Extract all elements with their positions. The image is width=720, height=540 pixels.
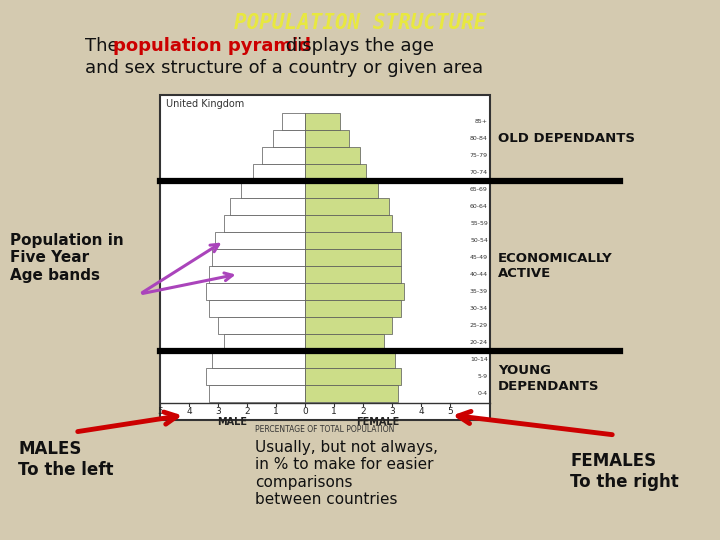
Bar bbox=[261, 147, 305, 164]
Bar bbox=[207, 284, 305, 300]
Text: 4: 4 bbox=[186, 407, 192, 416]
Bar bbox=[305, 113, 340, 130]
Bar bbox=[305, 266, 401, 282]
Text: 1: 1 bbox=[274, 407, 279, 416]
Bar bbox=[305, 215, 392, 232]
Bar bbox=[210, 300, 305, 316]
Text: 5: 5 bbox=[157, 407, 163, 416]
Bar bbox=[207, 368, 305, 384]
Text: displays the age: displays the age bbox=[280, 37, 434, 55]
Bar bbox=[305, 284, 404, 300]
Text: 35-39: 35-39 bbox=[470, 289, 488, 294]
Text: MALES
To the left: MALES To the left bbox=[18, 440, 114, 479]
Text: population pyramid: population pyramid bbox=[113, 37, 311, 55]
Bar bbox=[305, 318, 392, 334]
Text: 2: 2 bbox=[361, 407, 366, 416]
Text: 5: 5 bbox=[448, 407, 454, 416]
Text: 45-49: 45-49 bbox=[470, 255, 488, 260]
Text: 80-84: 80-84 bbox=[470, 136, 488, 141]
Text: 30-34: 30-34 bbox=[470, 306, 488, 311]
Bar bbox=[212, 249, 305, 266]
Text: PERCENTAGE OF TOTAL POPULATION: PERCENTAGE OF TOTAL POPULATION bbox=[256, 425, 395, 434]
Bar bbox=[212, 352, 305, 368]
Text: 25-29: 25-29 bbox=[470, 323, 488, 328]
Bar bbox=[224, 215, 305, 232]
Bar bbox=[241, 181, 305, 198]
Bar bbox=[305, 386, 398, 402]
Text: YOUNG
DEPENDANTS: YOUNG DEPENDANTS bbox=[498, 364, 600, 393]
Text: 65-69: 65-69 bbox=[470, 187, 488, 192]
Text: 2: 2 bbox=[244, 407, 250, 416]
Bar bbox=[305, 147, 361, 164]
Text: POPULATION STRUCTURE: POPULATION STRUCTURE bbox=[234, 13, 486, 33]
Text: United Kingdom: United Kingdom bbox=[166, 99, 244, 109]
Text: 20-24: 20-24 bbox=[470, 340, 488, 345]
Text: 50-54: 50-54 bbox=[470, 238, 488, 243]
Bar bbox=[218, 318, 305, 334]
Text: 4: 4 bbox=[418, 407, 424, 416]
Bar bbox=[305, 352, 395, 368]
Text: OLD DEPENDANTS: OLD DEPENDANTS bbox=[498, 132, 635, 145]
Text: 55-59: 55-59 bbox=[470, 221, 488, 226]
Text: 0: 0 bbox=[302, 407, 308, 416]
Text: FEMALES
To the right: FEMALES To the right bbox=[570, 452, 679, 491]
Text: 5-9: 5-9 bbox=[478, 374, 488, 379]
Text: 40-44: 40-44 bbox=[470, 272, 488, 277]
Bar bbox=[210, 266, 305, 282]
Bar bbox=[305, 368, 401, 384]
Text: 75-79: 75-79 bbox=[470, 153, 488, 158]
Bar bbox=[305, 130, 348, 146]
Text: MALE: MALE bbox=[217, 417, 248, 427]
Text: Usually, but not always,
in % to make for easier
comparisons
between countries: Usually, but not always, in % to make fo… bbox=[255, 440, 438, 507]
Text: ECONOMICALLY
ACTIVE: ECONOMICALLY ACTIVE bbox=[498, 252, 613, 280]
Bar bbox=[160, 95, 490, 420]
Text: 10-14: 10-14 bbox=[470, 357, 488, 362]
Text: 60-64: 60-64 bbox=[470, 204, 488, 209]
Text: 70-74: 70-74 bbox=[470, 170, 488, 175]
Text: 85+: 85+ bbox=[475, 119, 488, 124]
Text: 0-4: 0-4 bbox=[478, 391, 488, 396]
Bar bbox=[305, 198, 390, 214]
Bar bbox=[253, 164, 305, 180]
Bar bbox=[305, 232, 401, 248]
Bar bbox=[274, 130, 305, 146]
Text: 3: 3 bbox=[390, 407, 395, 416]
Text: 3: 3 bbox=[215, 407, 221, 416]
Text: 1: 1 bbox=[331, 407, 337, 416]
Bar bbox=[305, 249, 401, 266]
Text: Population in
Five Year
Age bands: Population in Five Year Age bands bbox=[10, 233, 124, 283]
Text: and sex structure of a country or given area: and sex structure of a country or given … bbox=[85, 59, 483, 77]
Bar bbox=[305, 181, 378, 198]
Bar bbox=[210, 386, 305, 402]
Bar bbox=[282, 113, 305, 130]
Bar bbox=[305, 300, 401, 316]
Text: FEMALE: FEMALE bbox=[356, 417, 400, 427]
Bar bbox=[224, 334, 305, 350]
Bar bbox=[230, 198, 305, 214]
Bar bbox=[215, 232, 305, 248]
Text: The: The bbox=[85, 37, 125, 55]
Bar bbox=[305, 164, 366, 180]
Bar bbox=[305, 334, 384, 350]
